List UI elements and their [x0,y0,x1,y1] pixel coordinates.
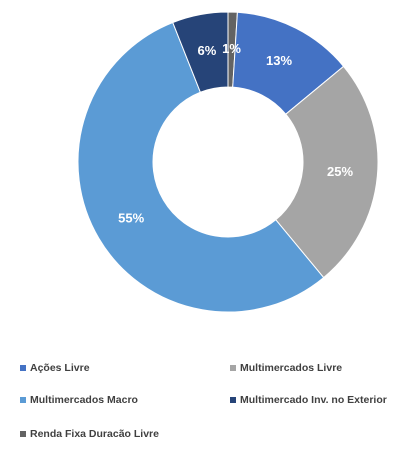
slice-multimercados-macro [77,21,325,313]
legend-swatch [230,365,236,371]
legend-swatch [20,397,26,403]
legend-item-acoes-livre: Ações Livre [20,362,90,374]
legend-swatch [20,431,26,437]
legend-label: Multimercado Inv. no Exterior [240,394,387,406]
legend-swatch [20,365,26,371]
data-label-renda-fixa-duracao-livre: 1% [222,41,241,56]
data-labels-group: 1% 13% 25% 55% 6% [118,41,353,226]
legend-item-multimercados-livre: Multimercados Livre [230,362,342,374]
legend-label: Ações Livre [30,362,90,374]
data-label-acoes-livre: 13% [266,53,292,68]
legend-label: Renda Fixa Duracão Livre [30,428,159,440]
legend-item-renda-fixa: Renda Fixa Duracão Livre [20,428,159,440]
legend-item-multimercados-macro: Multimercados Macro [20,394,138,406]
legend-swatch [230,397,236,403]
legend-item-multimercado-inv-exterior: Multimercado Inv. no Exterior [230,394,387,406]
data-label-multimercado-inv-no-exterior: 6% [198,43,217,58]
legend-label: Multimercados Macro [30,394,138,406]
slice-multimercados-livre [275,65,379,279]
legend-label: Multimercados Livre [240,362,343,374]
data-label-multimercados-macro: 55% [118,211,144,226]
slice-multimercado-inv-no-exterior [172,11,229,93]
donut-chart: 1% 13% 25% 55% 6% [77,11,379,313]
slices-group [77,11,379,313]
data-label-multimercados-livre: 25% [327,164,353,179]
